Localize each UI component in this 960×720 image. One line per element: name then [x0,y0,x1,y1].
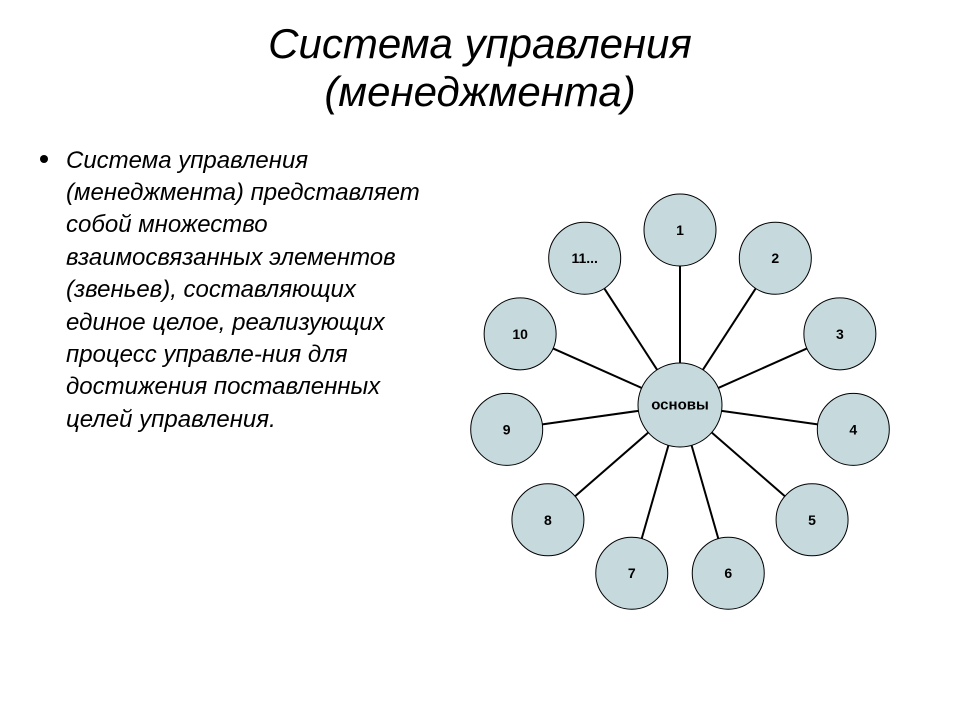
outer-node-label: 4 [849,421,857,437]
spoke [718,348,807,387]
spoke [692,445,719,538]
outer-node-label: 5 [808,511,816,527]
center-node-label: основы [651,396,709,413]
outer-node-label: 2 [771,250,779,266]
spoke [575,432,648,496]
slide-title: Система управления (менеджмента) [0,0,960,117]
bullet-icon [40,155,48,163]
outer-node-label: 3 [836,325,844,341]
outer-node-label: 1 [676,222,684,238]
spoke [703,288,756,369]
spoke [722,410,818,423]
spoke [542,410,638,423]
spoke [642,445,669,538]
bullet-paragraph: Система управления (менеджмента) предста… [40,145,430,645]
spoke [553,348,642,387]
spoke [712,432,785,496]
radial-diagram: 1 2 3 4 5 6 7 8 9 10 11... основы [430,145,930,645]
spoke [604,288,657,369]
bullet-text: Система управления (менеджмента) предста… [66,147,420,433]
title-line-1: Система управления [268,20,692,67]
outer-node-label: 6 [724,565,732,581]
outer-node-label: 11... [571,250,597,266]
content-row: Система управления (менеджмента) предста… [0,117,960,645]
outer-node-label: 9 [503,421,511,437]
outer-node-label: 8 [544,511,552,527]
outer-node-label: 10 [512,325,528,341]
title-line-2: (менеджмента) [324,68,635,115]
outer-node-label: 7 [628,565,636,581]
diagram-svg: 1 2 3 4 5 6 7 8 9 10 11... основы [430,145,930,665]
